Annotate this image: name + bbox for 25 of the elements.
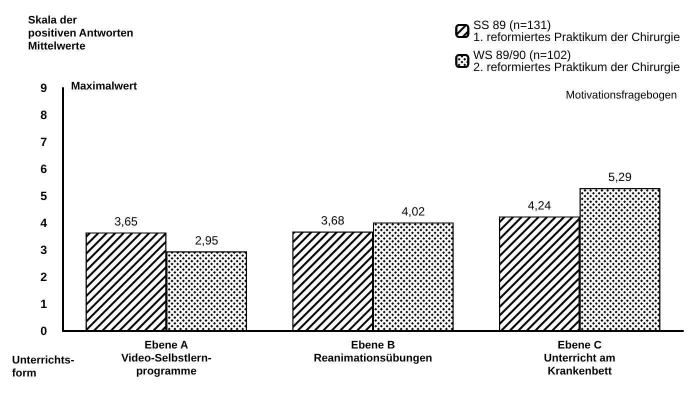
legend-label: WS 89/90 (n=102) 2. reformiertes Praktikum der Chirurgie	[473, 48, 680, 74]
y-tick-label: 0	[40, 324, 48, 338]
data-label: 3,65	[114, 214, 138, 228]
legend-title: Motivationsfragebogen	[566, 90, 678, 102]
data-label: 2,95	[194, 233, 219, 248]
data-label: 4,24	[528, 198, 552, 213]
annotation: Maximalwert	[71, 80, 138, 92]
x-tick-label: Ebene A Video-Selbstlern- programme	[121, 340, 212, 378]
y-axis-title: Skala der positiven Antworten Mittelwerte	[28, 14, 134, 52]
data-label: 3,68	[321, 214, 345, 228]
data-label: 5,29	[608, 170, 632, 184]
x-tick-label: Ebene B Reanimationsübungen	[314, 340, 433, 364]
y-tick-label: 9	[40, 81, 48, 95]
y-tick-label: 6	[40, 162, 48, 176]
y-tick-label: 3	[40, 243, 48, 257]
y-tick-label: 4	[40, 216, 48, 230]
data-label: 4,02	[402, 204, 426, 218]
y-tick-label: 7	[40, 135, 48, 149]
legend-label: SS 89 (n=131) 1. reformiertes Praktikum der Chirurgie	[473, 18, 680, 44]
y-tick-label: 8	[40, 108, 48, 122]
x-axis-title: Unterrichts- form	[12, 354, 75, 380]
y-tick-label: 2	[40, 270, 48, 284]
y-tick-label: 5	[40, 189, 48, 203]
y-tick-label: 1	[40, 297, 48, 311]
x-tick-label: Ebene C Unterricht am Krankenbett	[544, 340, 616, 378]
